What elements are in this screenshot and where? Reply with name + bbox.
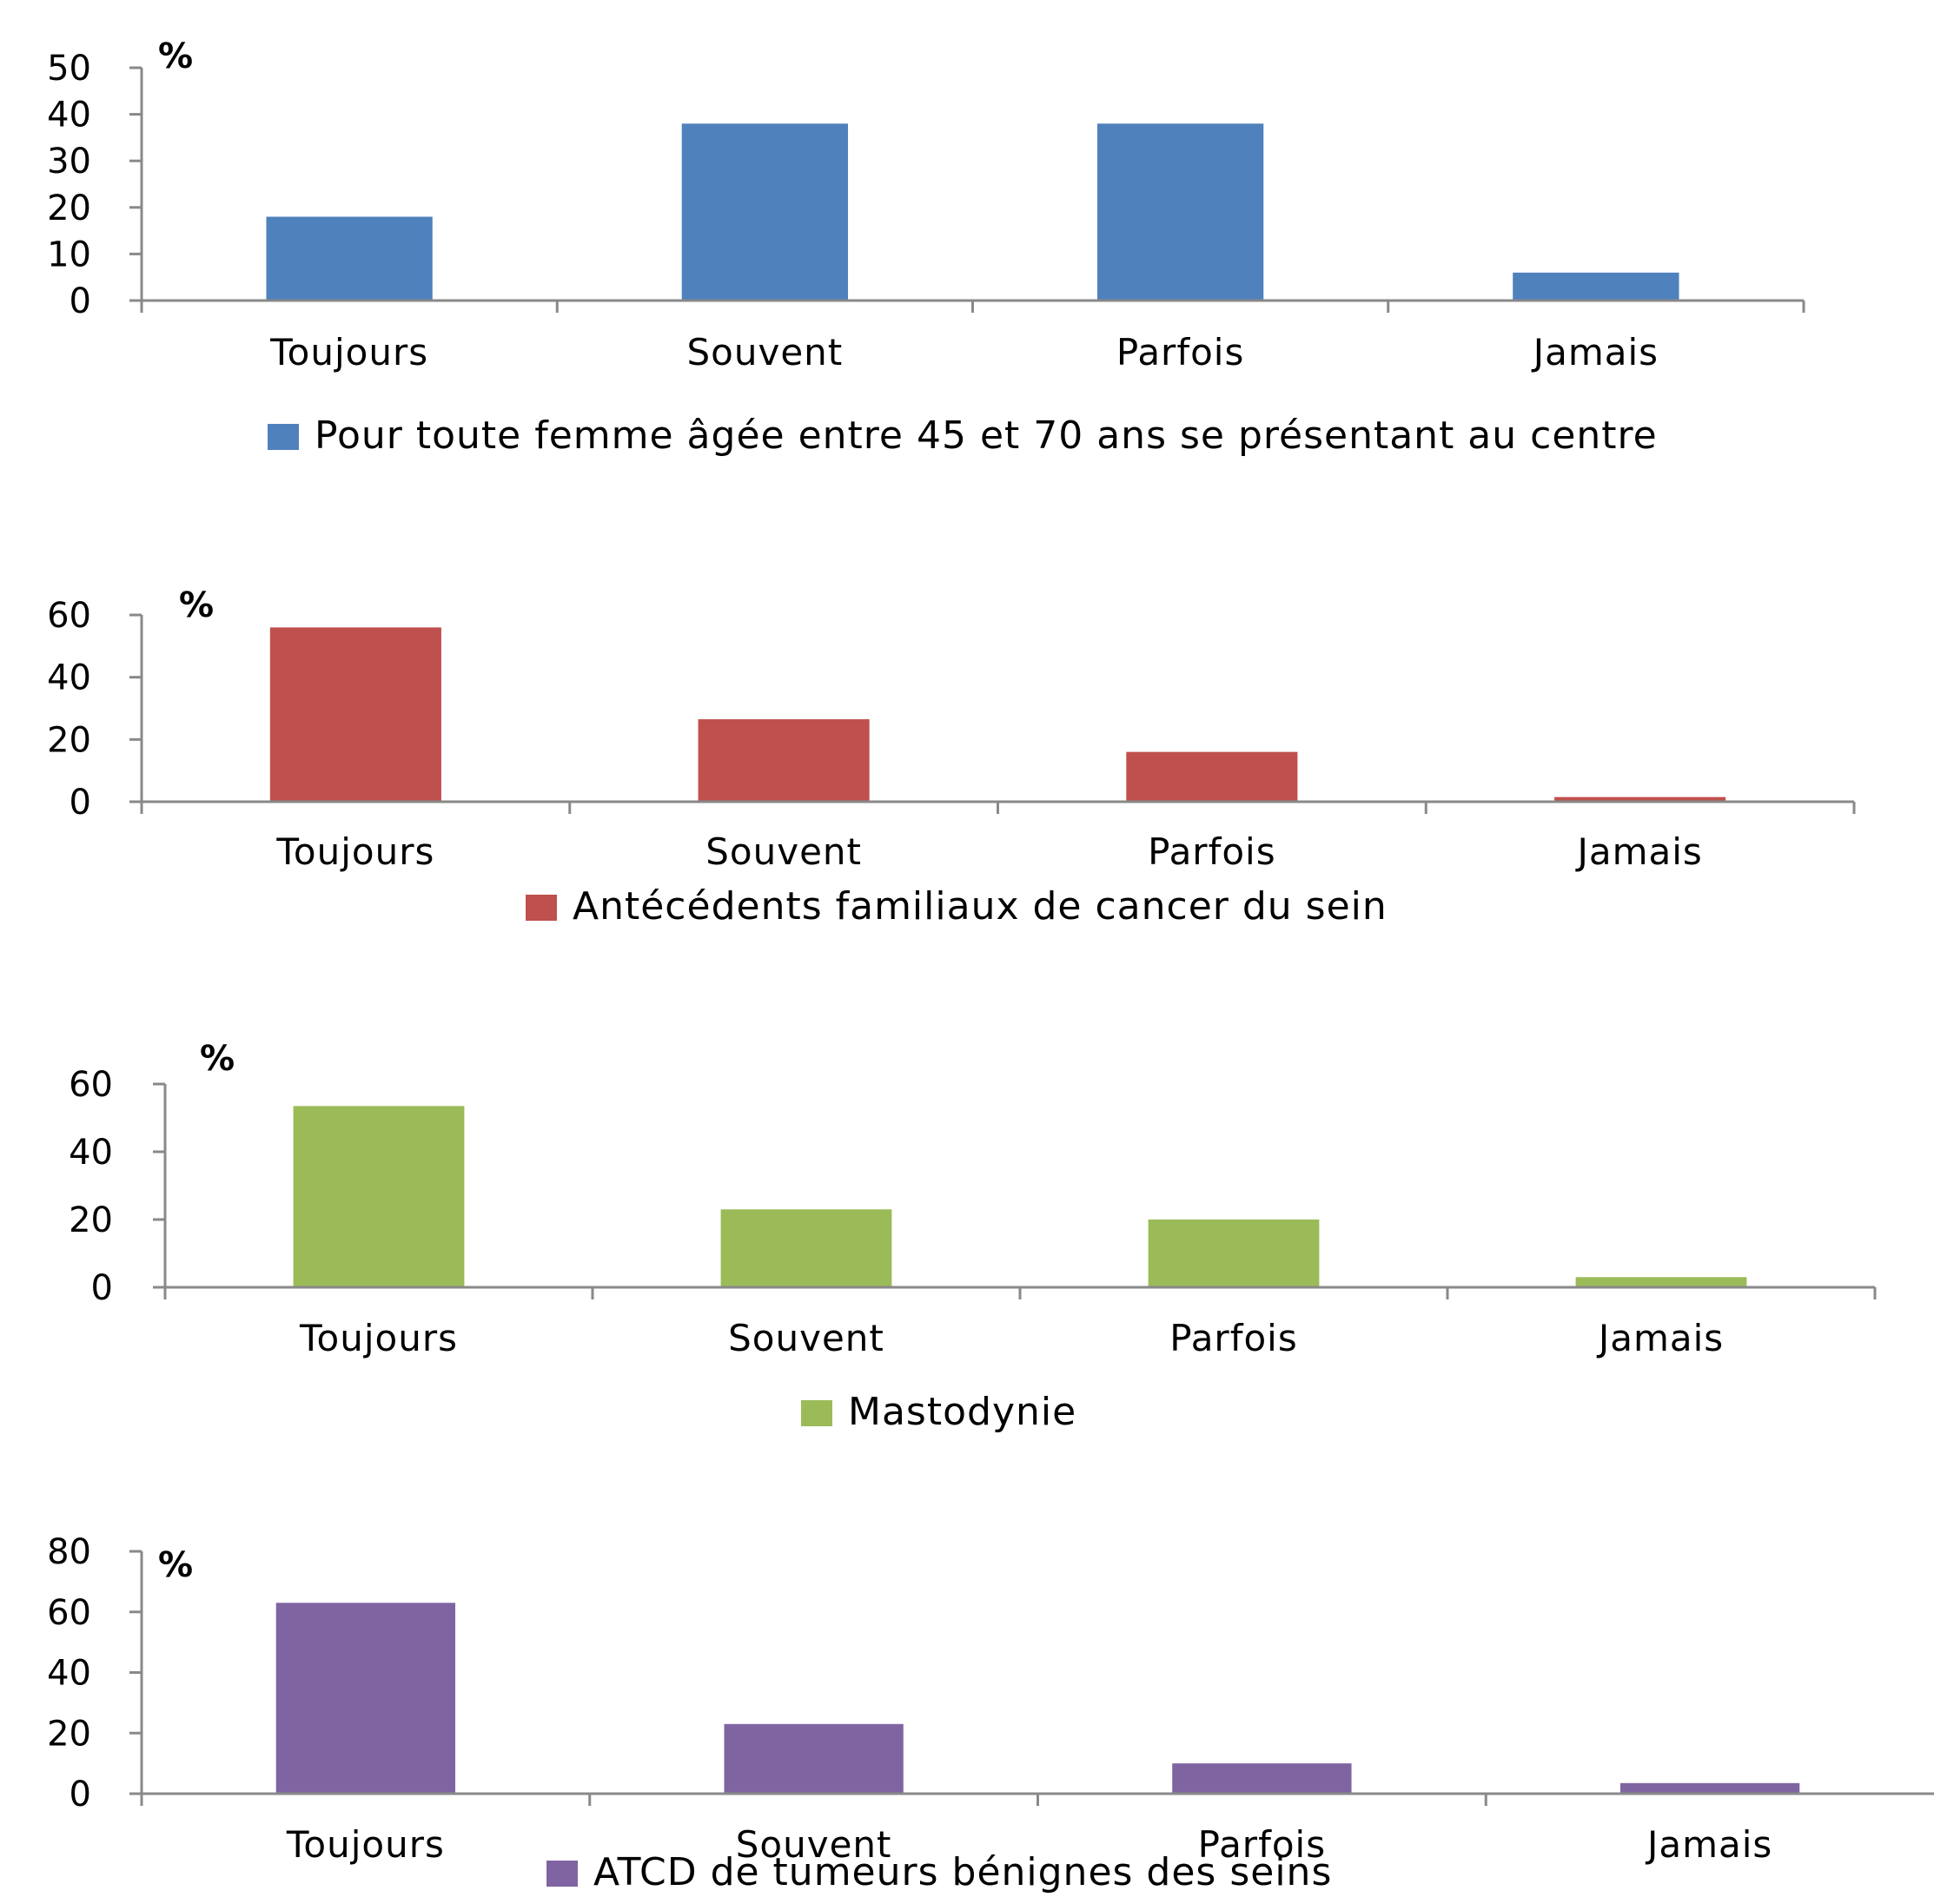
chart-4-y-tick-label: 60	[47, 1593, 91, 1633]
chart-2-y-tick-label: 0	[70, 783, 91, 823]
chart-3-y-tick-label: 40	[69, 1133, 113, 1173]
chart-4-y-tick-label: 40	[47, 1654, 91, 1694]
chart-3-category-label: Parfois	[1169, 1317, 1297, 1359]
chart-1-bar-toujours	[266, 217, 432, 301]
chart-2-category-label: Parfois	[1148, 830, 1275, 873]
chart-1-category-label: Jamais	[1531, 331, 1659, 374]
chart-2-category-label: Jamais	[1574, 830, 1702, 873]
chart-3-y-tick-label: 20	[69, 1200, 113, 1240]
chart-2-y-tick-label: 40	[47, 658, 91, 698]
chart-1-bar-souvent	[682, 123, 848, 301]
chart-3-y-tick-label: 60	[69, 1065, 113, 1105]
chart-2-bar-parfois	[1126, 752, 1297, 802]
chart-3-legend-label: Mastodynie	[848, 1390, 1076, 1434]
chart-4-category-label: Toujours	[286, 1823, 445, 1866]
chart-3-bar-toujours	[294, 1106, 465, 1287]
chart-2-legend-label: Antécédents familiaux de cancer du sein	[573, 884, 1388, 929]
chart-1-bar-jamais	[1513, 273, 1679, 301]
chart-2-legend-swatch	[526, 895, 557, 921]
chart-1-legend-label: Pour toute femme âgée entre 45 et 70 ans…	[315, 413, 1658, 458]
chart-1-y-tick-label: 30	[47, 142, 91, 182]
chart-1-y-tick-label: 40	[47, 96, 91, 136]
chart-1-category-label: Toujours	[269, 331, 428, 374]
chart-1-y-tick-label: 10	[47, 235, 91, 274]
chart-4-bar-toujours	[276, 1603, 455, 1794]
chart-2-category-label: Souvent	[705, 830, 862, 873]
chart-2-bar-toujours	[270, 627, 441, 802]
chart-4-bar-souvent	[724, 1724, 903, 1794]
chart-2-category-label: Toujours	[275, 830, 434, 873]
chart-4-legend-swatch	[546, 1861, 578, 1887]
chart-1-category-label: Parfois	[1116, 331, 1244, 374]
chart-4-unit-label: %	[158, 1545, 193, 1585]
chart-3-bar-parfois	[1149, 1220, 1320, 1287]
chart-3-unit-label: %	[200, 1039, 235, 1079]
chart-4-legend-label: ATCD de tumeurs bénignes des seins	[593, 1850, 1332, 1894]
chart-2-unit-label: %	[179, 585, 214, 625]
chart-3-category-label: Jamais	[1596, 1317, 1724, 1359]
chart-2-y-tick-label: 20	[47, 720, 91, 760]
chart-1-bar-parfois	[1097, 123, 1263, 301]
chart-3-bar-jamais	[1576, 1277, 1747, 1287]
chart-3-bar-souvent	[721, 1209, 892, 1287]
chart-2-y-tick-label: 60	[47, 596, 91, 636]
chart-3-y-tick-label: 0	[91, 1268, 113, 1308]
chart-3-legend-swatch	[801, 1400, 832, 1426]
chart-4-y-tick-label: 20	[47, 1714, 91, 1754]
chart-1-unit-label: %	[158, 36, 193, 76]
chart-4-y-tick-label: 80	[47, 1532, 91, 1572]
chart-1-y-tick-label: 50	[47, 49, 91, 89]
chart-1-legend-swatch	[268, 424, 299, 450]
chart-3-category-label: Toujours	[299, 1317, 458, 1359]
chart-1-y-tick-label: 0	[70, 281, 91, 321]
chart-2-bar-souvent	[699, 719, 870, 802]
chart-4-bar-jamais	[1620, 1783, 1799, 1794]
chart-4-bar-parfois	[1172, 1763, 1351, 1794]
chart-1-y-tick-label: 20	[47, 188, 91, 228]
chart-4-y-tick-label: 0	[70, 1775, 91, 1815]
chart-4-category-label: Jamais	[1645, 1823, 1772, 1866]
chart-3-category-label: Souvent	[728, 1317, 884, 1359]
chart-1-category-label: Souvent	[686, 331, 843, 374]
